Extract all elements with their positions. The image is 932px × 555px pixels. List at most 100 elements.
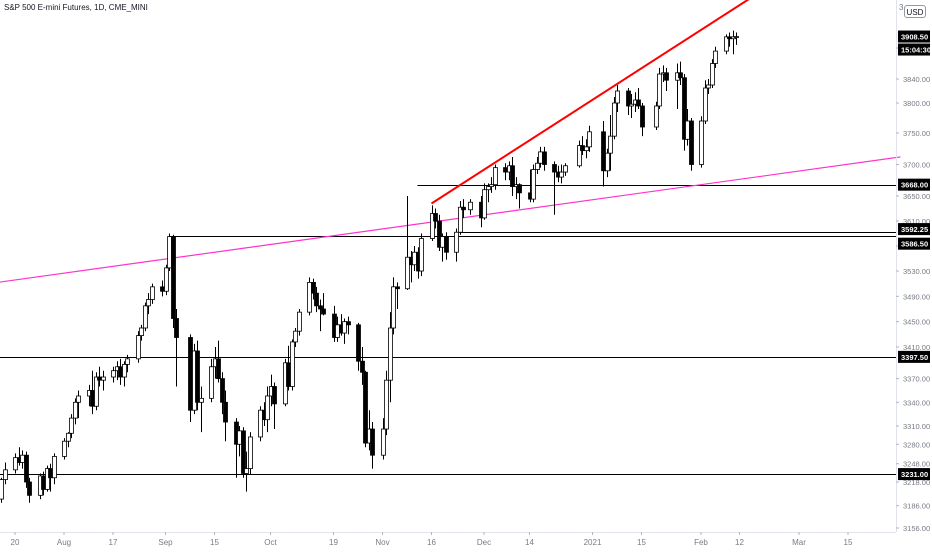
candle-body-20 xyxy=(94,376,99,407)
candle-body-146 xyxy=(734,36,739,38)
y-tick-label-7: 3370.00 xyxy=(903,375,930,384)
candle-body-42 xyxy=(209,366,214,399)
candle-body-31 xyxy=(146,299,151,307)
candle-body-97 xyxy=(482,189,487,219)
candle-body-36 xyxy=(171,236,176,319)
candle-115 xyxy=(577,140,582,168)
x-tick-label-13: Feb xyxy=(694,538,708,547)
candle-123 xyxy=(615,85,620,112)
candle-body-142 xyxy=(713,50,718,64)
candle-body-64 xyxy=(314,292,319,307)
time-axis[interactable]: 20 Aug 17 Sep 15 Oct 19 Nov 16 Dec 14 2021 15 Feb 12 Ma… xyxy=(11,532,853,547)
price-labels: 3908.50 15:04:30 3668.00 3592.25 3586.50 3397… xyxy=(898,30,931,481)
candle-body-35 xyxy=(167,236,172,269)
x-tick-label-10: 14 xyxy=(525,538,534,547)
y-tick-label-16: 3750.00 xyxy=(903,129,930,138)
x-tick-label-15: Mar xyxy=(792,538,806,547)
candle-body-56 xyxy=(272,386,277,405)
candle-body-16 xyxy=(73,401,78,419)
candle-7 xyxy=(27,477,32,503)
candle-95 xyxy=(468,199,473,215)
candle-132 xyxy=(664,67,669,91)
candle-49 xyxy=(241,427,246,478)
candle-51 xyxy=(248,432,253,475)
candle-body-63 xyxy=(311,281,316,294)
candle-31 xyxy=(146,293,151,315)
candle-body-78 xyxy=(384,379,389,430)
trendline-1[interactable] xyxy=(0,156,901,283)
candle-body-54 xyxy=(265,395,270,421)
candle-61 xyxy=(297,309,302,336)
candle-body-110 xyxy=(542,151,547,165)
candle-28 xyxy=(136,331,141,363)
candle-108 xyxy=(535,156,540,174)
trendlines[interactable] xyxy=(0,0,901,283)
candle-body-66 xyxy=(321,308,326,315)
candle-body-15 xyxy=(69,417,74,434)
candle-134 xyxy=(678,61,683,85)
candle-142 xyxy=(713,46,718,68)
candle-body-82 xyxy=(405,256,410,290)
candle-body-105 xyxy=(517,184,522,194)
candle-138 xyxy=(699,116,704,168)
candle-body-132 xyxy=(664,72,669,81)
candle-40 xyxy=(195,340,200,411)
y-tick-label-17: 3800.00 xyxy=(903,99,930,108)
candle-body-68 xyxy=(335,324,340,338)
candle-body-32 xyxy=(150,286,155,300)
x-tick-label-14: 12 xyxy=(735,538,744,547)
candle-body-113 xyxy=(559,171,564,178)
candle-body-103 xyxy=(510,165,515,187)
price-label-bg-6 xyxy=(898,468,930,481)
candle-50 xyxy=(244,451,249,492)
candle-52 xyxy=(258,406,263,442)
x-tick-label-7: Nov xyxy=(375,538,389,547)
candle-89 xyxy=(437,214,442,251)
candle-body-94 xyxy=(461,206,466,211)
candle-body-129 xyxy=(654,105,659,128)
candle-120 xyxy=(605,148,610,178)
candle-118 xyxy=(587,125,592,152)
candle-body-109 xyxy=(538,151,543,164)
candle-body-89 xyxy=(437,220,442,248)
candle-45 xyxy=(220,372,225,415)
candle-103 xyxy=(510,156,515,196)
horizontal-levels[interactable] xyxy=(0,185,896,475)
x-tick-label-6: 19 xyxy=(329,538,338,547)
candle-body-49 xyxy=(241,430,246,474)
candle-body-46 xyxy=(223,401,228,423)
candle-139 xyxy=(703,80,708,124)
candle-99 xyxy=(489,177,494,193)
candle-body-100 xyxy=(493,167,498,186)
candle-88 xyxy=(433,208,438,229)
candle-36 xyxy=(171,234,176,328)
y-tick-label-3: 3248.00 xyxy=(903,460,930,469)
candle-body-62 xyxy=(307,281,312,313)
y-tick-label-13: 3610.00 xyxy=(903,217,930,226)
candle-body-70 xyxy=(342,321,347,334)
x-tick-label-0: 20 xyxy=(11,538,20,547)
candle-body-125 xyxy=(629,103,634,107)
trendline-0[interactable] xyxy=(430,0,751,205)
candle-body-28 xyxy=(136,335,141,360)
candle-105 xyxy=(517,183,522,209)
price-label-5: 3397.50 xyxy=(898,350,930,363)
candle-body-61 xyxy=(297,311,302,332)
candle-body-71 xyxy=(346,321,351,326)
candle-137 xyxy=(689,118,694,171)
x-tick-label-5: Oct xyxy=(264,538,277,547)
price-label-3: 3592.25 xyxy=(898,223,930,236)
price-label-text-1: 15:04:30 xyxy=(901,46,931,55)
candle-29 xyxy=(139,324,144,341)
candle-82 xyxy=(405,196,410,290)
candle-body-108 xyxy=(535,162,540,170)
candle-body-90 xyxy=(440,236,445,248)
candle-body-38 xyxy=(188,337,193,411)
price-scale-top-label: 3 xyxy=(899,3,904,12)
y-tick-label-1: 3186.00 xyxy=(903,502,930,511)
candle-body-87 xyxy=(430,213,435,239)
candle-62 xyxy=(307,277,312,316)
currency-badge[interactable]: USD xyxy=(904,5,926,18)
